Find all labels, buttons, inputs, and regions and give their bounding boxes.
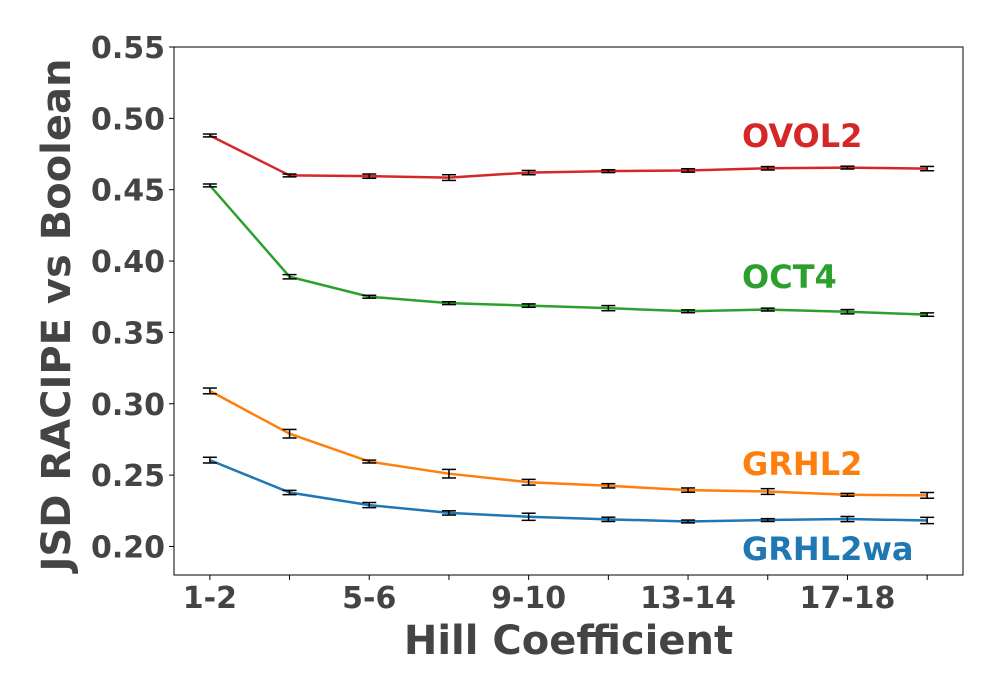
series-line: [209, 458, 928, 523]
series-grhl2: GRHL2: [202, 387, 935, 499]
y-tick-label: 0.30: [91, 388, 165, 423]
y-tick-label: 0.55: [91, 31, 165, 66]
series-grhl2wa: GRHL2wa: [202, 456, 935, 568]
y-axis-title: JSD RACIPE vs Boolean: [34, 59, 80, 575]
series-line: [209, 134, 928, 179]
plot-frame: [173, 46, 964, 576]
series-label: GRHL2: [742, 445, 862, 483]
y-tick-label: 0.50: [91, 102, 165, 137]
series-label: OVOL2: [742, 117, 862, 155]
y-axis-ticks: 0.20 0.25 0.30 0.35 0.40 0.45 0.50 0.55: [91, 31, 174, 565]
series-label: OCT4: [742, 258, 837, 296]
x-tick-label: 5-6: [342, 581, 396, 616]
x-tick-label: 13-14: [640, 581, 736, 616]
series-layer: OVOL2 OCT4 GRHL2 GRHL2wa: [202, 117, 935, 568]
series-ovol2: OVOL2: [202, 117, 935, 182]
x-axis-title: Hill Coefficient: [404, 618, 733, 664]
x-tick-label: 17-18: [799, 581, 895, 616]
series-line: [209, 389, 928, 497]
y-tick-label: 0.45: [91, 174, 165, 209]
y-tick-label: 0.35: [91, 316, 165, 351]
x-tick-label: 9-10: [491, 581, 566, 616]
y-tick-label: 0.40: [91, 245, 165, 280]
x-axis-ticks: 1-2 5-6 9-10 13-14 17-18: [183, 575, 928, 616]
y-tick-label: 0.20: [91, 530, 165, 565]
series-oct4: OCT4: [202, 183, 935, 318]
series-label: GRHL2wa: [742, 530, 914, 568]
series-line: [208, 184, 928, 316]
x-tick-label: 1-2: [183, 581, 237, 616]
y-tick-label: 0.25: [91, 459, 165, 494]
